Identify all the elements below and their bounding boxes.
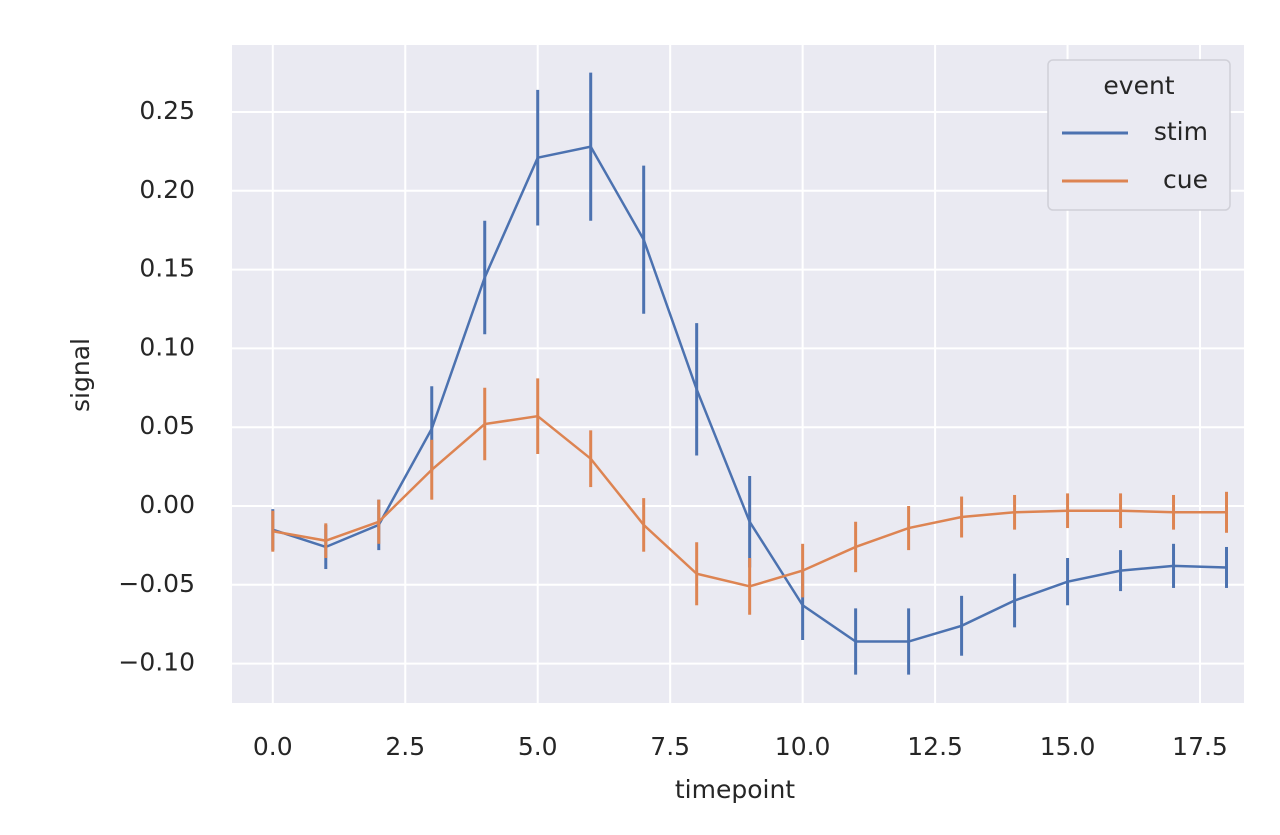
x-tick-label: 2.5 bbox=[385, 732, 425, 761]
y-axis-label: signal bbox=[66, 338, 95, 412]
y-tick-label: 0.20 bbox=[139, 175, 195, 204]
x-tick-label: 0.0 bbox=[253, 732, 293, 761]
x-tick-label: 10.0 bbox=[775, 732, 831, 761]
legend-title: event bbox=[1103, 71, 1174, 100]
y-tick-label: 0.05 bbox=[139, 411, 195, 440]
x-tick-label: 7.5 bbox=[650, 732, 690, 761]
x-tick-label: 12.5 bbox=[907, 732, 963, 761]
x-tick-label: 15.0 bbox=[1040, 732, 1096, 761]
legend-box bbox=[1047, 59, 1231, 211]
x-tick-label: 17.5 bbox=[1172, 732, 1228, 761]
legend-label: cue bbox=[1163, 165, 1208, 194]
y-tick-label: −0.10 bbox=[118, 648, 195, 677]
x-axis-label: timepoint bbox=[675, 775, 795, 804]
legend-label: stim bbox=[1154, 117, 1208, 146]
y-tick-label: 0.15 bbox=[139, 254, 195, 283]
y-tick-label: 0.25 bbox=[139, 96, 195, 125]
x-tick-label: 5.0 bbox=[518, 732, 558, 761]
y-tick-label: 0.10 bbox=[139, 332, 195, 361]
y-tick-label: 0.00 bbox=[139, 490, 195, 519]
y-tick-label: −0.05 bbox=[118, 569, 195, 598]
